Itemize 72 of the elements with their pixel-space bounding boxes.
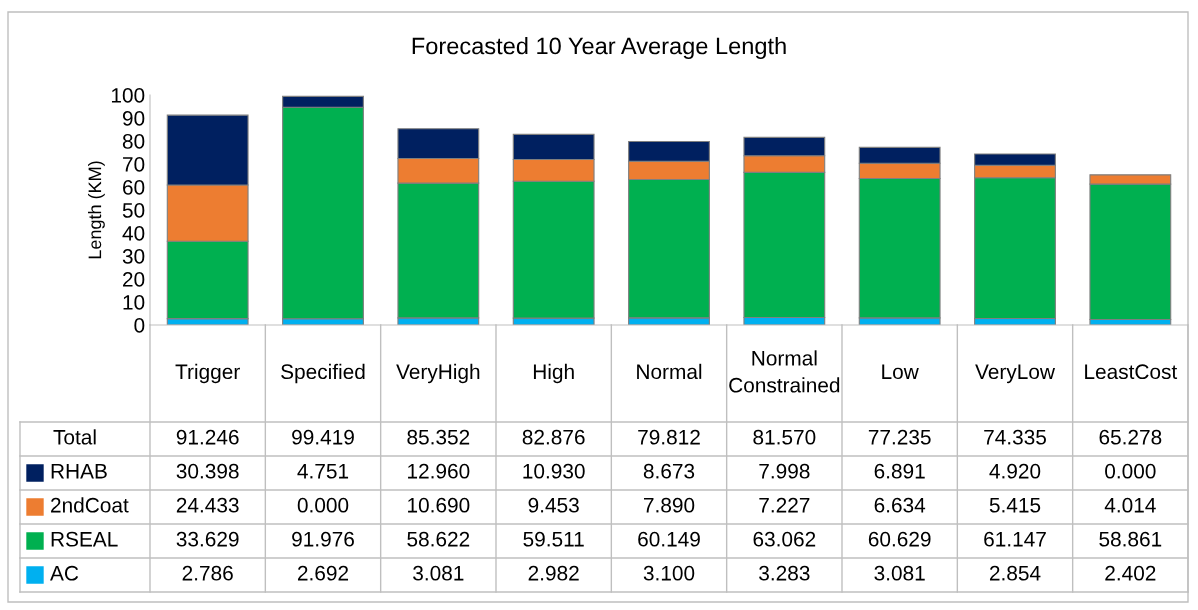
- data-label: 3.283: [759, 565, 810, 581]
- data-label: 7.890: [644, 497, 695, 513]
- data-label: 4.014: [1104, 497, 1156, 513]
- text: 77.235: [868, 429, 931, 445]
- y-tick-label: 30: [122, 249, 145, 264]
- y-tick-label: 50: [122, 203, 145, 218]
- data-label: 91.976: [292, 531, 354, 547]
- data-label: 0.000: [297, 497, 349, 513]
- legend-label: 2ndCoat: [51, 497, 129, 513]
- data-label: 3.081: [874, 565, 925, 581]
- data-label: 0.000: [1105, 463, 1156, 479]
- x-tick-label: Trigger: [175, 363, 240, 384]
- data-label: 2.982: [528, 565, 579, 581]
- y-tick-label: 100: [111, 88, 145, 103]
- text: 91.246: [176, 429, 239, 445]
- data-label: 2.786: [182, 565, 233, 581]
- data-label: 2.692: [297, 565, 349, 581]
- data-label: 3.081: [413, 565, 464, 581]
- data-label: 24.433: [176, 497, 239, 513]
- x-tick-label: Normal Constrained: [729, 350, 840, 393]
- data-label: 59.511: [523, 531, 584, 547]
- data-label: 60.149: [638, 531, 700, 547]
- text: 99.419: [292, 429, 354, 445]
- chart-title: Forecasted 10 Year Average Length: [412, 37, 786, 59]
- x-tick-label: Specified: [281, 363, 365, 384]
- text: 82.876: [522, 429, 585, 445]
- data-label: 58.861: [1099, 531, 1162, 547]
- data-label: 3.100: [643, 565, 695, 581]
- data-label: 58.622: [407, 531, 470, 547]
- data-label: 7.227: [759, 497, 810, 513]
- data-label: 6.634: [874, 497, 926, 513]
- data-label: 10.690: [408, 497, 470, 513]
- text: 79.812: [638, 429, 700, 445]
- y-tick-label: 40: [122, 226, 145, 241]
- legend-label: RSEAL: [51, 531, 118, 547]
- data-label: 12.960: [408, 463, 470, 479]
- legend-label: RHAB: [51, 464, 107, 479]
- data-label: 63.062: [753, 531, 816, 547]
- x-tick-label: VeryLow: [975, 364, 1056, 384]
- data-label: 60.629: [868, 531, 931, 547]
- data-label: 6.891: [874, 463, 925, 479]
- data-label: 4.920: [989, 463, 1041, 479]
- data-label: 10.930: [523, 463, 585, 479]
- y-axis-title: Length (KM): [88, 161, 105, 259]
- y-tick-label: 0: [134, 318, 145, 333]
- y-tick-label: 20: [123, 272, 145, 287]
- y-tick-label: 80: [122, 134, 145, 149]
- text: 65.278: [1099, 429, 1162, 445]
- data-label: 2.854: [989, 565, 1041, 581]
- y-tick-label: 60: [123, 180, 145, 195]
- data-label: 7.998: [759, 463, 810, 479]
- y-tick-label: 10: [123, 295, 145, 310]
- data-label: 2.402: [1105, 565, 1156, 581]
- y-tick-label: 90: [122, 111, 145, 126]
- x-tick-label: Normal: [637, 363, 702, 380]
- data-label: 9.453: [528, 497, 579, 513]
- x-tick-label: VeryHigh: [396, 363, 480, 384]
- y-tick-label: 70: [123, 157, 145, 172]
- data-label: 5.415: [989, 498, 1041, 513]
- x-tick-label: High: [533, 363, 574, 384]
- text: 85.352: [407, 429, 470, 445]
- data-label: 8.673: [643, 463, 695, 479]
- data-label: 30.398: [176, 463, 239, 479]
- data-label: 33.629: [176, 531, 239, 547]
- x-tick-label: LeastCost: [1085, 364, 1178, 380]
- text: 74.335: [984, 429, 1046, 445]
- data-label: 4.751: [297, 464, 349, 479]
- text: 81.570: [753, 429, 816, 445]
- data-label: 61.147: [984, 531, 1046, 547]
- x-tick-label: Low: [882, 364, 919, 380]
- legend-label: AC: [50, 565, 79, 581]
- text: Total: [53, 429, 96, 445]
